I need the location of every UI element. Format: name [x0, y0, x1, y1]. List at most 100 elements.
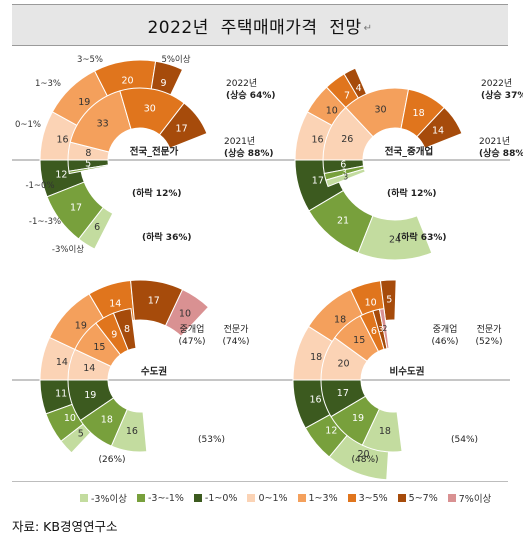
panel-1-outer-fall-value-label-2: 24: [389, 235, 401, 246]
panel-2-inner-fall-segment-2: [110, 408, 148, 453]
legend-label: 5~7%: [408, 492, 438, 504]
panel-3-inner-rise-value-label-1: 15: [353, 335, 365, 346]
panel-0-range-label-5: -1~-3%: [29, 217, 61, 227]
panel-3-outer-rise-value-label-1: 18: [334, 314, 346, 325]
legend-label: 0~1%: [258, 492, 288, 504]
legend-item: 1~3%: [297, 493, 338, 504]
panel-3-inner-rise-value-label-0: 20: [337, 358, 349, 369]
panel-1-outer-rise-value-label-3: 4: [356, 83, 362, 94]
panel-2-outer-fall-value-label-2: 5: [78, 428, 84, 439]
panel-3-inner-note: (46%): [431, 337, 458, 347]
panel-1-inner-fall-value-label-0: 6: [340, 159, 346, 170]
legend-swatch: [136, 494, 145, 502]
panel-0-inner-fall-value-label-1: 1: [86, 164, 91, 173]
legend-item: 7%이상: [447, 491, 492, 505]
legend-swatch: [297, 494, 306, 502]
panel-2-inner-fall-value-label-0: 19: [84, 390, 96, 401]
panel-3-inner-fall-segment-0: [320, 379, 367, 418]
panel-3-inner-rise-value-label-2: 6: [371, 326, 377, 337]
panel-0-outer-name: 2021년: [224, 136, 255, 147]
panel-3-inner-name: 중개업: [433, 324, 458, 335]
panel-3-inner-rise-segment-4: [378, 308, 390, 350]
return-mark: ↵: [363, 22, 373, 34]
panel-1-inner-fall-segment-2: [325, 168, 366, 188]
panel-3-inner-fall-value-label-0: 17: [337, 388, 349, 399]
panel-3-inner-rise-value-label-3: 3: [378, 325, 383, 334]
panel-1-outer-fall-value-label-0: 17: [312, 176, 324, 187]
panel-2-outer-note: (74%): [222, 337, 249, 347]
panel-2-outer-fall-note: (26%): [98, 455, 125, 465]
panel-3-outer-fall-value-label-1: 12: [325, 425, 337, 436]
panel-3-outer-name: 전문가: [477, 324, 502, 335]
panel-3-panel-label: 비수도권: [390, 366, 425, 378]
panel-3-inner-fall-note: (54%): [451, 435, 478, 445]
panel-0-panel-label: 전국_전문가: [130, 146, 179, 158]
panel-2-inner-fall-note: (53%): [198, 435, 225, 445]
panel-2-inner-fall-value-label-2: 16: [126, 426, 138, 437]
panel-1-outer-fall-value-label-1: 21: [337, 215, 349, 226]
panel-0-range-label-4: -1~0%: [25, 181, 54, 191]
panel-1-outer-fall-segment-1: [308, 189, 374, 254]
panel-1-inner-rise-value-label-2: 18: [413, 108, 425, 119]
panel-2-inner-name: 중개업: [180, 324, 205, 335]
panel-2-outer-rise-value-label-1: 19: [75, 321, 87, 332]
panel-0-outer-fall-value-label-0: 12: [55, 169, 67, 180]
legend-label: 7%이상: [458, 494, 492, 505]
panel-0-inner-rise-value-label-1: 33: [97, 118, 109, 129]
panel-0-outer-note: (상승 88%): [224, 147, 273, 159]
panel-2-outer-rise-value-label-4: 10: [179, 308, 191, 319]
panel-3-outer-rise-value-label-3: 5: [386, 295, 392, 306]
panel-0-outer-fall-value-label-2: 6: [94, 222, 100, 233]
panel-0-outer-rise-value-label-2: 20: [121, 75, 133, 86]
panel-0-inner-note: (상승 64%): [226, 89, 275, 101]
panel-2-outer-rise-value-label-2: 14: [109, 298, 121, 309]
panel-2-inner-fall-value-label-1: 18: [101, 415, 113, 426]
chart-title: 2022년 주택매매가격 전망: [147, 17, 362, 38]
legend-swatch: [397, 494, 406, 502]
panel-1-outer-rise-value-label-1: 10: [326, 105, 338, 116]
panel-1-inner-fall-value-label-1: 3: [342, 168, 347, 177]
panel-0-inner-fall-segment-1: [68, 164, 110, 175]
panel-1-outer-fall-note: (하락 63%): [397, 231, 446, 243]
panel-1-inner-note: (상승 37%): [481, 89, 523, 101]
panel-2-outer-rise-value-label-3: 17: [148, 296, 160, 307]
panel-0-range-label-1: 1~3%: [35, 79, 61, 89]
panel-1-inner-rise-value-label-3: 14: [432, 125, 444, 136]
legend-item: -1~0%: [193, 493, 237, 504]
chart-title-bar: 2022년 주택매매가격 전망 ↵: [12, 4, 508, 46]
legend-swatch: [80, 494, 88, 502]
panel-2-inner-fall-segment-1: [79, 397, 128, 447]
legend-swatch: [447, 494, 456, 502]
panel-0-inner-fall-note: (하락 12%): [132, 187, 181, 199]
panel-1-inner-rise-segment-3: [416, 106, 463, 149]
panel-0-outer-fall-value-label-1: 17: [70, 203, 82, 214]
legend-label: -3%이상: [91, 494, 127, 505]
panel-0-range-label-2: 3~5%: [77, 55, 103, 65]
panel-1-outer-note: (상승 88%): [479, 147, 523, 159]
panel-1-panel-label: 전국_중개업: [385, 146, 433, 158]
legend-label: -3~-1%: [147, 492, 184, 504]
panel-0-range-label-3: 5%이상: [161, 54, 190, 65]
panel-0-inner-rise-segment-3: [158, 102, 208, 149]
legend-divider: [12, 481, 508, 482]
panel-2-inner-rise-value-label-2: 9: [111, 329, 117, 340]
legend-swatch: [347, 494, 356, 502]
panel-1-outer-rise-value-label-2: 7: [344, 91, 350, 102]
panel-0-inner-fall-value-label-0: 5: [85, 159, 91, 170]
panel-1-outer-fall-segment-2: [357, 215, 433, 261]
panel-0-range-label-6: -3%이상: [52, 244, 84, 255]
panel-3-outer-fall-note: (48%): [351, 455, 378, 465]
panel-2-outer-name: 전문가: [224, 324, 249, 335]
panel-2-inner-fall-segment-0: [67, 379, 115, 422]
panel-1-inner-rise-value-label-0: 26: [341, 134, 353, 145]
panel-3-outer-fall-value-label-2: 20: [358, 449, 370, 460]
panel-3-outer-fall-value-label-0: 16: [309, 394, 321, 405]
legend-label: 3~5%: [358, 492, 388, 504]
panel-2-inner-rise-value-label-0: 14: [83, 363, 95, 374]
panel-2-outer-rise-value-label-0: 14: [56, 357, 68, 368]
panel-2-inner-rise-segment-3: [112, 308, 137, 351]
panel-0-outer-rise-value-label-1: 19: [78, 97, 90, 108]
panel-2-panel-label: 수도권: [141, 366, 167, 378]
panel-1-inner-fall-segment-0: [322, 159, 365, 175]
panel-1-outer-name: 2021년: [479, 136, 510, 147]
